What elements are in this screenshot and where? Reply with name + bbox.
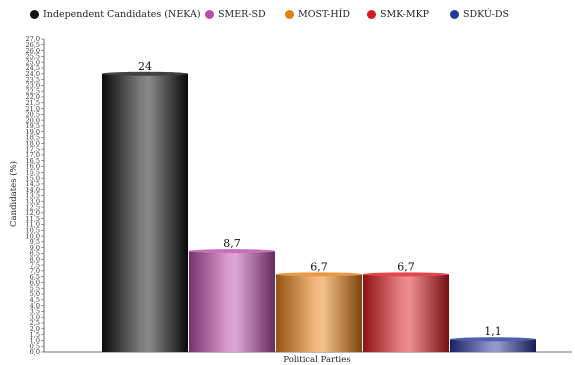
y-tick-label: 25,5: [26, 53, 40, 61]
y-tick-label: 16,5: [26, 157, 40, 165]
legend-swatch-smer-sd: [205, 10, 214, 19]
y-tick-label: 3,5: [30, 308, 40, 316]
y-tick-label: 18,0: [26, 140, 40, 148]
bar-2: [276, 274, 362, 352]
y-tick-label: 10,5: [26, 226, 40, 234]
y-tick-label: 15,5: [26, 169, 40, 177]
y-tick-label: 26,5: [26, 41, 40, 49]
y-axis-label: Candidates (%): [8, 161, 19, 227]
y-tick-label: 21,5: [26, 99, 40, 107]
legend-swatch-neka: [30, 10, 39, 19]
chart-legend: Independent Candidates (NEKA) SMER-SD MO…: [30, 9, 570, 25]
legend-swatch-smk-mkp: [367, 10, 376, 19]
y-tick-label: 5,0: [30, 290, 40, 298]
y-tick-label: 27,0: [26, 35, 40, 43]
x-axis-label: Political Parties: [283, 355, 350, 365]
y-tick-label: 8,0: [30, 255, 40, 263]
y-tick-label: 15,0: [26, 174, 40, 182]
data-label-0: 24: [138, 60, 152, 73]
y-axis-ticks: 0,00,51,01,52,02,53,03,54,04,55,05,56,06…: [26, 35, 44, 356]
y-tick-label: 6,0: [30, 279, 40, 287]
y-tick-label: 14,0: [26, 186, 40, 194]
bar-cap-1: [189, 249, 275, 254]
y-tick-label: 24,0: [26, 70, 40, 78]
y-tick-label: 12,0: [26, 209, 40, 217]
y-tick-label: 7,5: [30, 261, 40, 269]
y-tick-label: 3,0: [30, 313, 40, 321]
bar-cap-4: [450, 337, 536, 342]
legend-label-most-hid: MOST-HÍD: [298, 9, 350, 20]
y-tick-label: 17,5: [26, 145, 40, 153]
y-tick-label: 13,5: [26, 192, 40, 200]
bar-0: [102, 73, 188, 353]
y-tick-label: 25,0: [26, 58, 40, 66]
data-label-4: 1,1: [484, 325, 502, 338]
y-tick-label: 13,0: [26, 197, 40, 205]
y-tick-label: 22,0: [26, 93, 40, 101]
y-tick-label: 11,5: [26, 215, 40, 223]
y-tick-label: 24,5: [26, 64, 40, 72]
y-tick-label: 4,5: [30, 296, 40, 304]
y-tick-label: 4,0: [30, 302, 40, 310]
y-tick-label: 2,5: [30, 319, 40, 327]
y-tick-label: 9,5: [30, 238, 40, 246]
bar-3: [363, 274, 449, 352]
y-tick-label: 7,0: [30, 267, 40, 275]
y-tick-label: 14,5: [26, 180, 40, 188]
legend-item-smk-mkp: SMK-MKP: [367, 9, 429, 20]
y-tick-label: 20,5: [26, 111, 40, 119]
y-tick-label: 0,5: [30, 342, 40, 350]
y-tick-label: 26,0: [26, 47, 40, 55]
y-tick-label: 11,0: [26, 221, 40, 229]
y-tick-label: 5,5: [30, 284, 40, 292]
bar-cap-3: [363, 272, 449, 277]
y-tick-label: 10,0: [26, 232, 40, 240]
y-tick-label: 19,5: [26, 122, 40, 130]
y-tick-label: 22,5: [26, 87, 40, 95]
y-tick-label: 16,0: [26, 163, 40, 171]
data-label-1: 8,7: [223, 237, 241, 250]
legend-label-smer-sd: SMER-SD: [218, 9, 266, 20]
data-label-2: 6,7: [310, 260, 328, 273]
y-tick-label: 1,0: [30, 337, 40, 345]
y-tick-label: 17,0: [26, 151, 40, 159]
y-tick-label: 6,5: [30, 273, 40, 281]
y-tick-label: 20,0: [26, 116, 40, 124]
y-tick-label: 19,0: [26, 128, 40, 136]
chart-bars: [102, 71, 536, 353]
bar-cap-0: [102, 71, 188, 76]
y-tick-label: 0,0: [30, 348, 40, 356]
y-tick-label: 21,0: [26, 105, 40, 113]
legend-item-neka: Independent Candidates (NEKA): [30, 9, 201, 20]
y-tick-label: 9,0: [30, 244, 40, 252]
legend-item-smer-sd: SMER-SD: [205, 9, 266, 20]
legend-label-smk-mkp: SMK-MKP: [380, 9, 430, 20]
bar-4: [450, 339, 536, 352]
legend-swatch-most-hid: [285, 10, 294, 19]
y-tick-label: 12,5: [26, 203, 40, 211]
bar-cap-2: [276, 272, 362, 277]
y-tick-label: 8,5: [30, 250, 40, 258]
y-tick-label: 23,0: [26, 82, 40, 90]
legend-item-most-hid: MOST-HÍD: [285, 9, 350, 20]
data-labels: 24 8,7 6,7 6,7 1,1: [138, 60, 502, 338]
bar-1: [189, 251, 275, 352]
legend-swatch-sdku-ds: [450, 10, 459, 19]
y-tick-label: 18,5: [26, 134, 40, 142]
y-tick-label: 23,5: [26, 76, 40, 84]
legend-label-neka: Independent Candidates (NEKA): [43, 9, 201, 20]
data-label-3: 6,7: [397, 260, 415, 273]
legend-label-sdku-ds: SDKÚ-DS: [463, 9, 510, 20]
y-tick-label: 2,0: [30, 325, 40, 333]
legend-item-sdku-ds: SDKÚ-DS: [450, 9, 509, 20]
y-tick-label: 1,5: [30, 331, 40, 339]
